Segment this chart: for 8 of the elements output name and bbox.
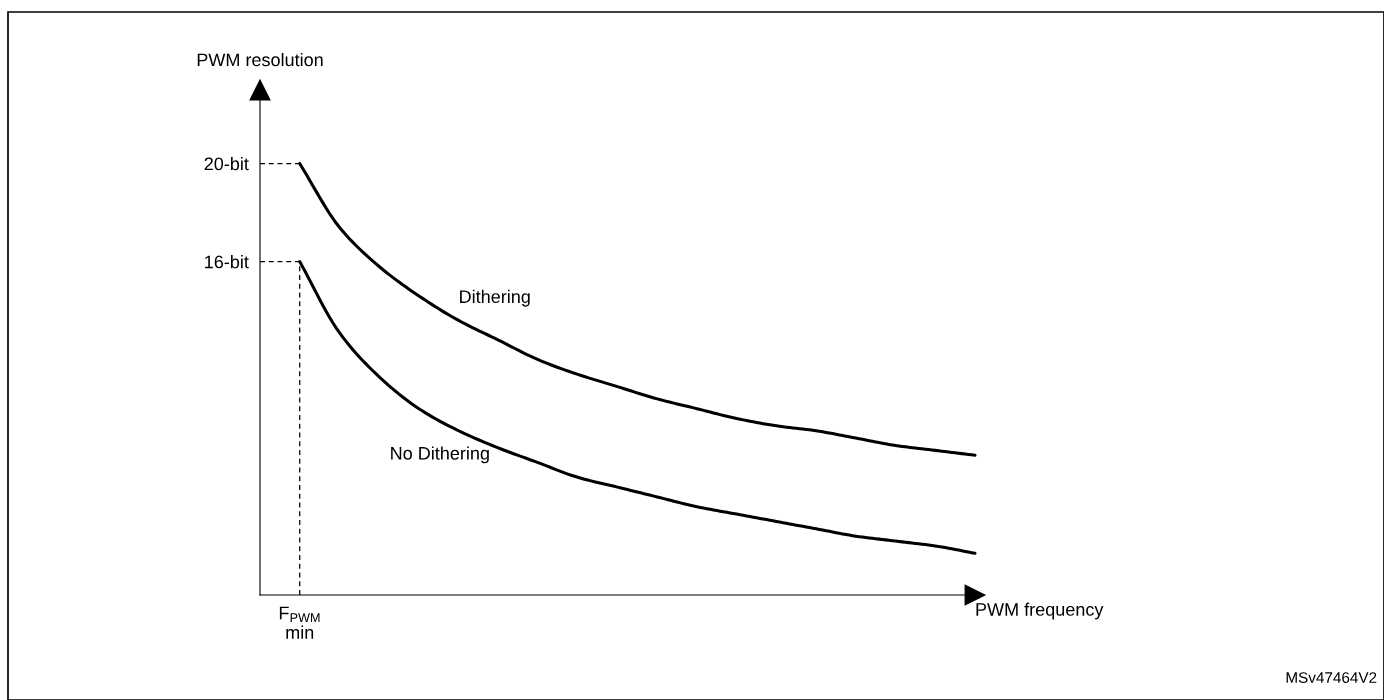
series-label: No Dithering [391,446,489,464]
series-label: Dithering [460,289,530,307]
y-axis-title: PWM resolution [197,52,323,67]
y-tick-label: 16-bit [205,255,249,269]
x-tick-label: F$_{PWM}$ min [279,606,320,639]
x-axis-title: PWM frequency [976,602,1104,620]
text: MSv47464V2 [1286,672,1377,683]
y-tick-label: 20-bit [204,157,249,171]
